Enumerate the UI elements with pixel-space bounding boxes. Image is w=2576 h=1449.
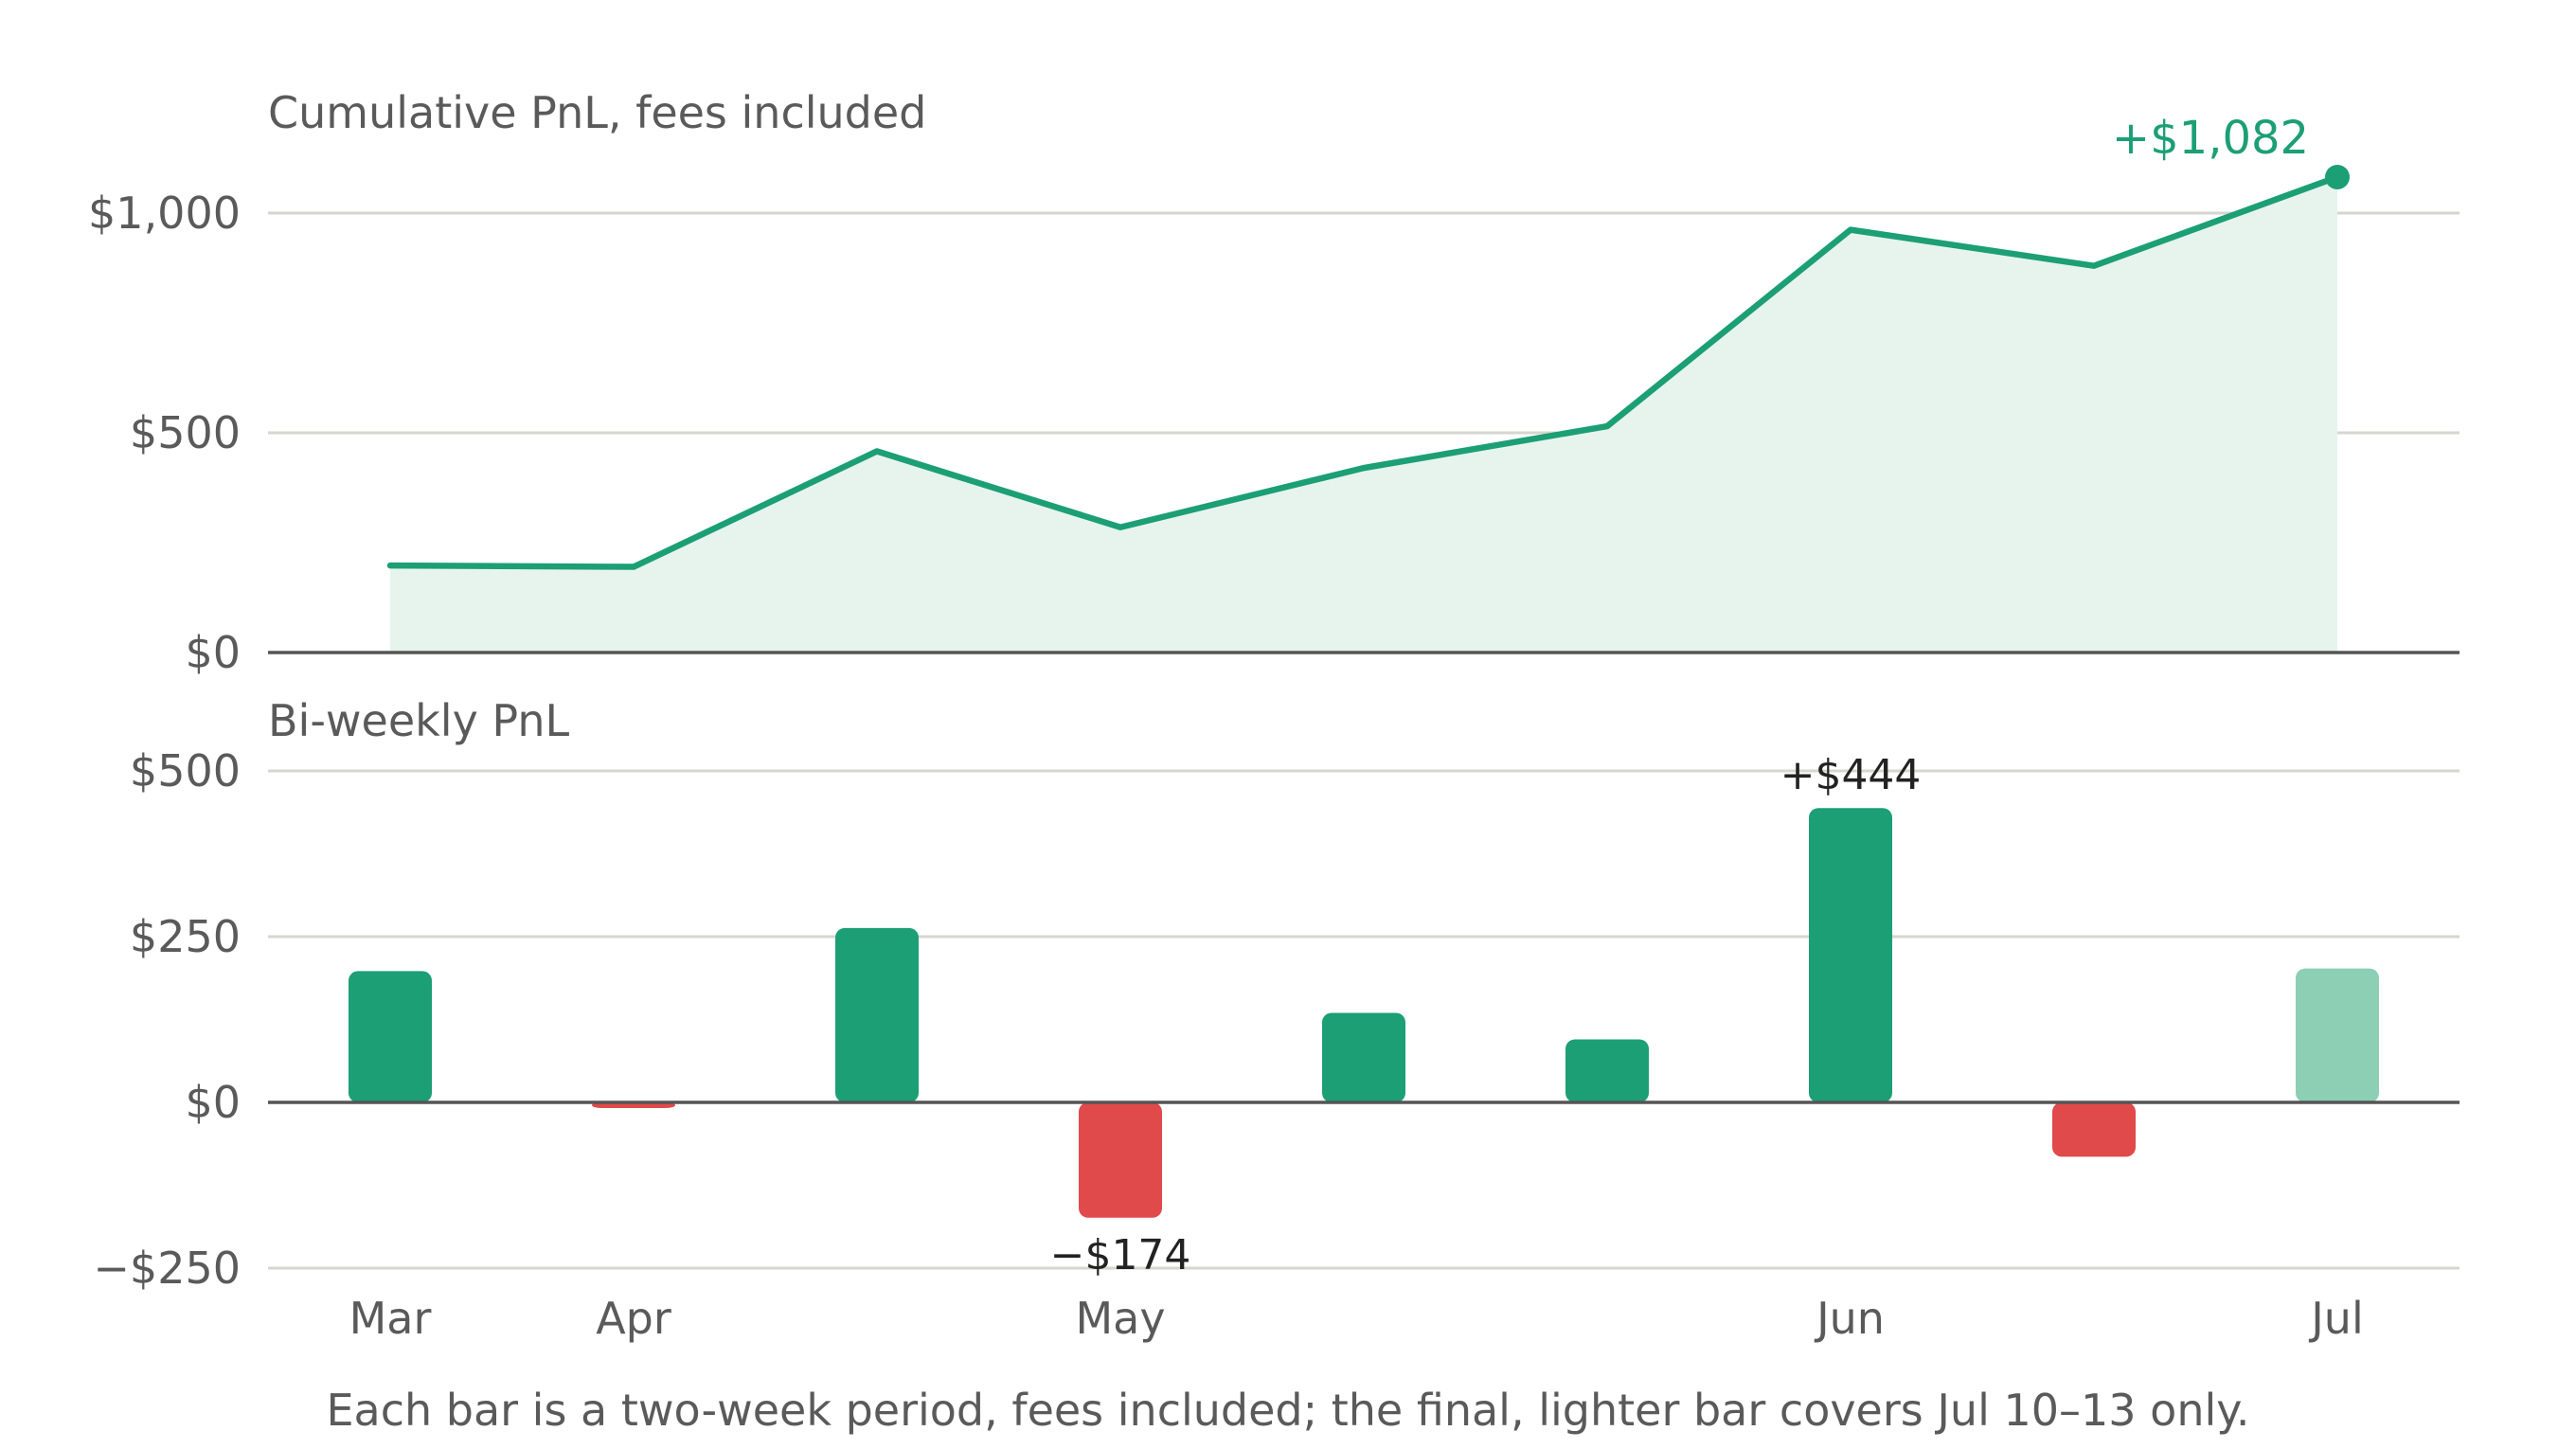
biweekly-bar-positive xyxy=(835,927,919,1102)
biweekly-bar-positive xyxy=(1322,1012,1405,1102)
cumulative-y-tick-label: $1,000 xyxy=(88,188,241,239)
biweekly-bar-positive xyxy=(1565,1039,1649,1102)
biweekly-bar-positive xyxy=(349,971,432,1102)
cumulative-end-marker xyxy=(2325,164,2350,189)
biweekly-bar-negative xyxy=(2052,1102,2136,1157)
biweekly-bar-annotation: +$444 xyxy=(1780,751,1922,799)
biweekly-y-tick-label: $0 xyxy=(185,1077,241,1128)
cumulative-area xyxy=(390,176,2337,653)
biweekly-y-tick-label: $500 xyxy=(130,745,241,796)
biweekly-bar-positive xyxy=(1809,808,1892,1102)
footnote: Each bar is a two-week period, fees incl… xyxy=(326,1385,2250,1436)
x-axis-month-label: Jul xyxy=(2308,1293,2364,1344)
cumulative-y-tick-label: $500 xyxy=(130,407,241,458)
biweekly-bar-annotation: −$174 xyxy=(1050,1231,1191,1279)
cumulative-chart-title: Cumulative PnL, fees included xyxy=(268,87,926,138)
biweekly-bar-positive xyxy=(2296,968,2379,1102)
biweekly-y-tick-label: −$250 xyxy=(93,1243,241,1294)
x-axis-month-label: Apr xyxy=(596,1293,671,1344)
x-axis-month-label: May xyxy=(1075,1293,1165,1344)
cumulative-end-label: +$1,082 xyxy=(2112,112,2309,165)
biweekly-y-tick-label: $250 xyxy=(130,911,241,962)
cumulative-pnl-line xyxy=(386,173,2341,570)
x-axis-month-label: Jun xyxy=(1814,1293,1885,1344)
cumulative-y-tick-label: $0 xyxy=(185,627,241,678)
x-axis-month-label: Mar xyxy=(349,1293,432,1344)
biweekly-chart-title: Bi-weekly PnL xyxy=(268,695,570,746)
biweekly-bar-negative xyxy=(1079,1102,1162,1218)
